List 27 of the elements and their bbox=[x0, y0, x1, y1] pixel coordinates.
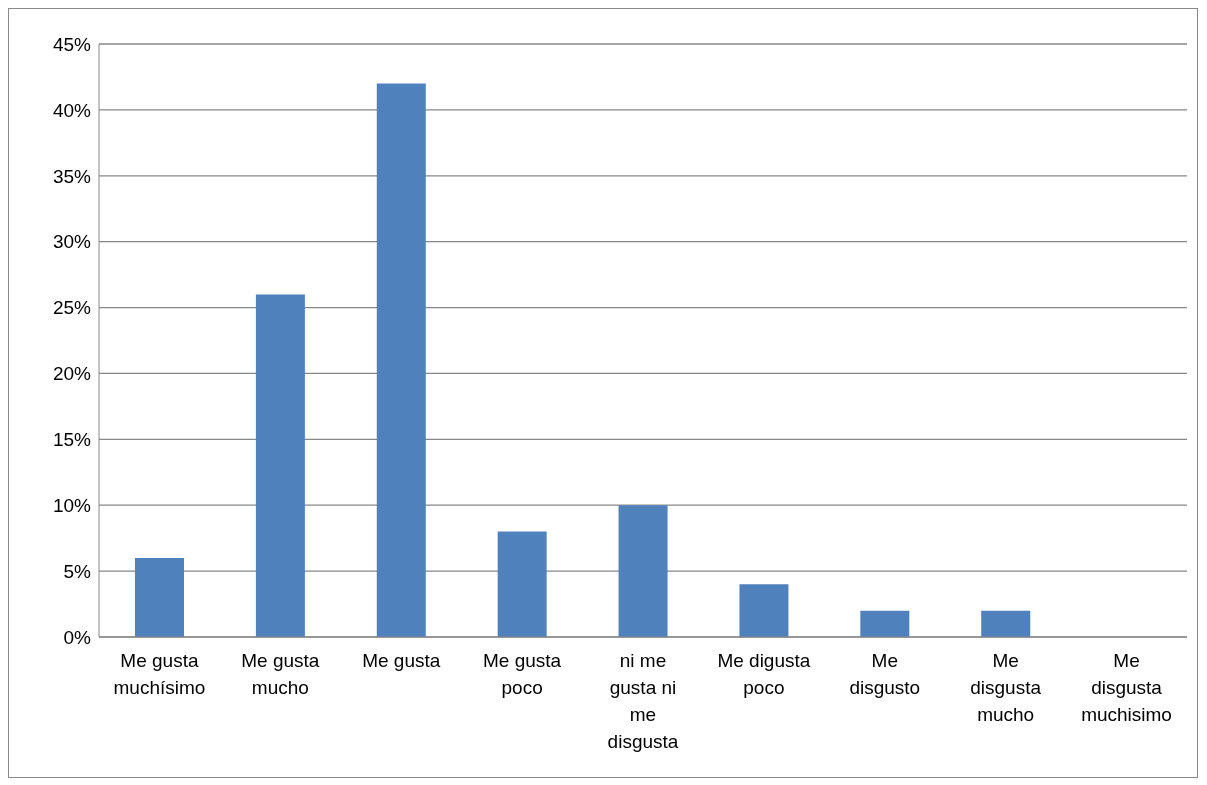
bar bbox=[255, 294, 305, 637]
x-tick-label: Me digusta poco bbox=[717, 650, 811, 698]
bar bbox=[860, 610, 910, 637]
bar bbox=[981, 610, 1031, 637]
x-tick-label: Me gusta muchísimo bbox=[113, 650, 206, 698]
x-tick-label: Me gusta mucho bbox=[241, 650, 320, 698]
y-tick-label: 20% bbox=[52, 363, 92, 385]
bar bbox=[376, 83, 426, 637]
y-tick-label: 30% bbox=[52, 231, 92, 253]
y-tick-label: 40% bbox=[52, 99, 92, 121]
y-tick-label: 5% bbox=[63, 560, 92, 582]
y-tick-label: 35% bbox=[52, 165, 92, 187]
y-tick-label: 45% bbox=[52, 33, 92, 55]
x-tick-label: Me disgusta mucho bbox=[970, 650, 1042, 725]
bar bbox=[618, 505, 668, 637]
y-tick-label: 25% bbox=[52, 297, 92, 319]
x-tick-label: Me disgusto bbox=[849, 650, 921, 698]
x-tick-label: Me gusta poco bbox=[483, 650, 562, 698]
bar bbox=[135, 557, 184, 637]
bar bbox=[739, 584, 789, 637]
x-tick-label: Me disgusta muchisimo bbox=[1081, 650, 1172, 725]
y-tick-label: 0% bbox=[63, 626, 92, 648]
x-tick-label: ni me gusta ni me disgusta bbox=[607, 650, 679, 752]
x-tick-label: Me gusta bbox=[362, 650, 441, 671]
y-tick-label: 10% bbox=[52, 494, 92, 516]
y-tick-label: 15% bbox=[52, 429, 92, 451]
bar bbox=[497, 531, 547, 637]
